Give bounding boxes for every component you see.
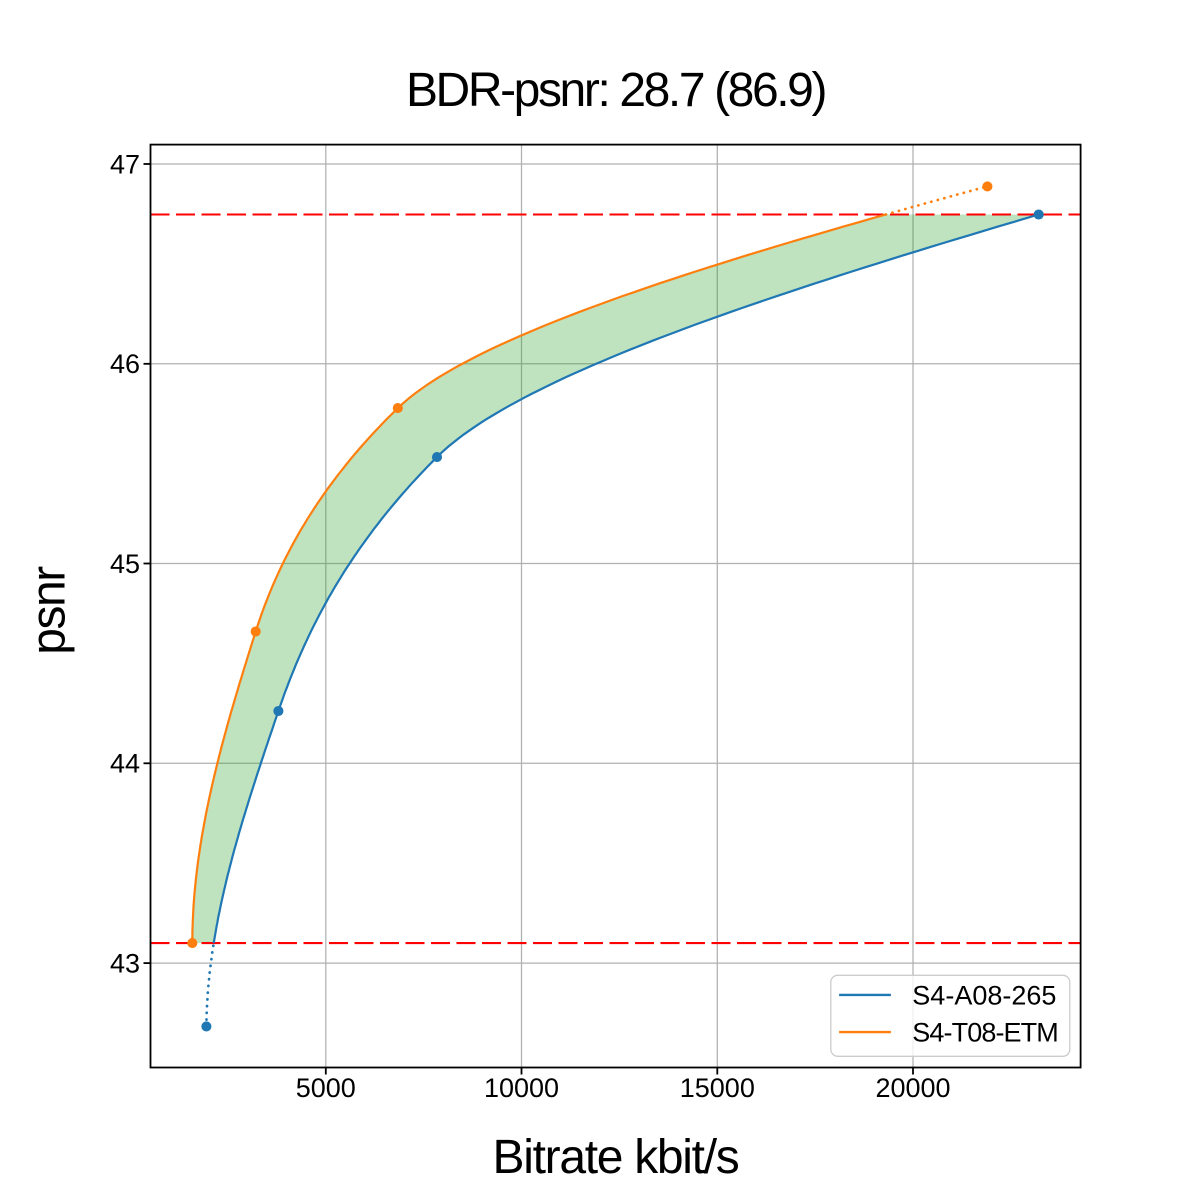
svg-text:5000: 5000 [296,1073,356,1103]
svg-text:psnr: psnr [23,566,76,655]
svg-text:20000: 20000 [875,1073,950,1103]
svg-text:S4-A08-265: S4-A08-265 [912,980,1056,1010]
svg-text:S4-T08-ETM: S4-T08-ETM [912,1018,1058,1048]
svg-text:44: 44 [110,749,140,779]
svg-text:BDR-psnr: 28.7 (86.9): BDR-psnr: 28.7 (86.9) [406,64,826,117]
svg-text:43: 43 [110,948,140,978]
svg-text:46: 46 [110,349,140,379]
svg-text:10000: 10000 [484,1073,559,1103]
svg-text:47: 47 [110,149,140,179]
svg-text:45: 45 [110,549,140,579]
svg-text:Bitrate kbit/s: Bitrate kbit/s [493,1131,739,1184]
svg-text:15000: 15000 [680,1073,755,1103]
